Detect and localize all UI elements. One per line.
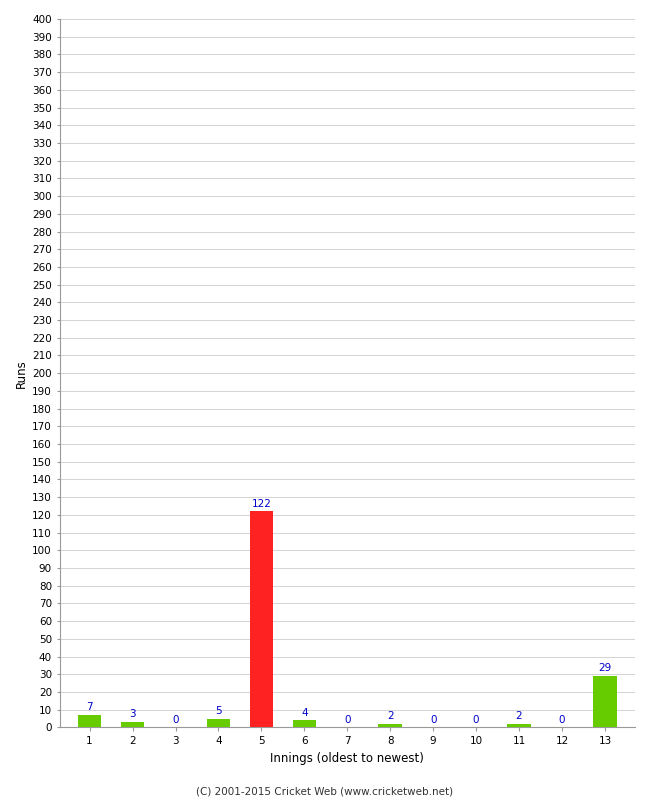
Bar: [507, 724, 531, 727]
Bar: [78, 715, 101, 727]
Text: 0: 0: [559, 714, 566, 725]
Bar: [292, 720, 316, 727]
Bar: [207, 718, 230, 727]
Text: 0: 0: [344, 714, 350, 725]
Bar: [378, 724, 402, 727]
Bar: [250, 511, 273, 727]
Text: 7: 7: [86, 702, 93, 712]
Text: 4: 4: [301, 708, 307, 718]
X-axis label: Innings (oldest to newest): Innings (oldest to newest): [270, 752, 424, 765]
Text: 5: 5: [215, 706, 222, 716]
Bar: [593, 676, 617, 727]
Text: 29: 29: [598, 663, 612, 674]
Y-axis label: Runs: Runs: [15, 359, 28, 387]
Text: 2: 2: [387, 711, 393, 722]
Text: 0: 0: [473, 714, 479, 725]
Bar: [121, 722, 144, 727]
Text: 3: 3: [129, 710, 136, 719]
Text: 122: 122: [252, 498, 271, 509]
Text: 0: 0: [430, 714, 436, 725]
Text: (C) 2001-2015 Cricket Web (www.cricketweb.net): (C) 2001-2015 Cricket Web (www.cricketwe…: [196, 786, 454, 796]
Text: 0: 0: [172, 714, 179, 725]
Text: 2: 2: [515, 711, 523, 722]
